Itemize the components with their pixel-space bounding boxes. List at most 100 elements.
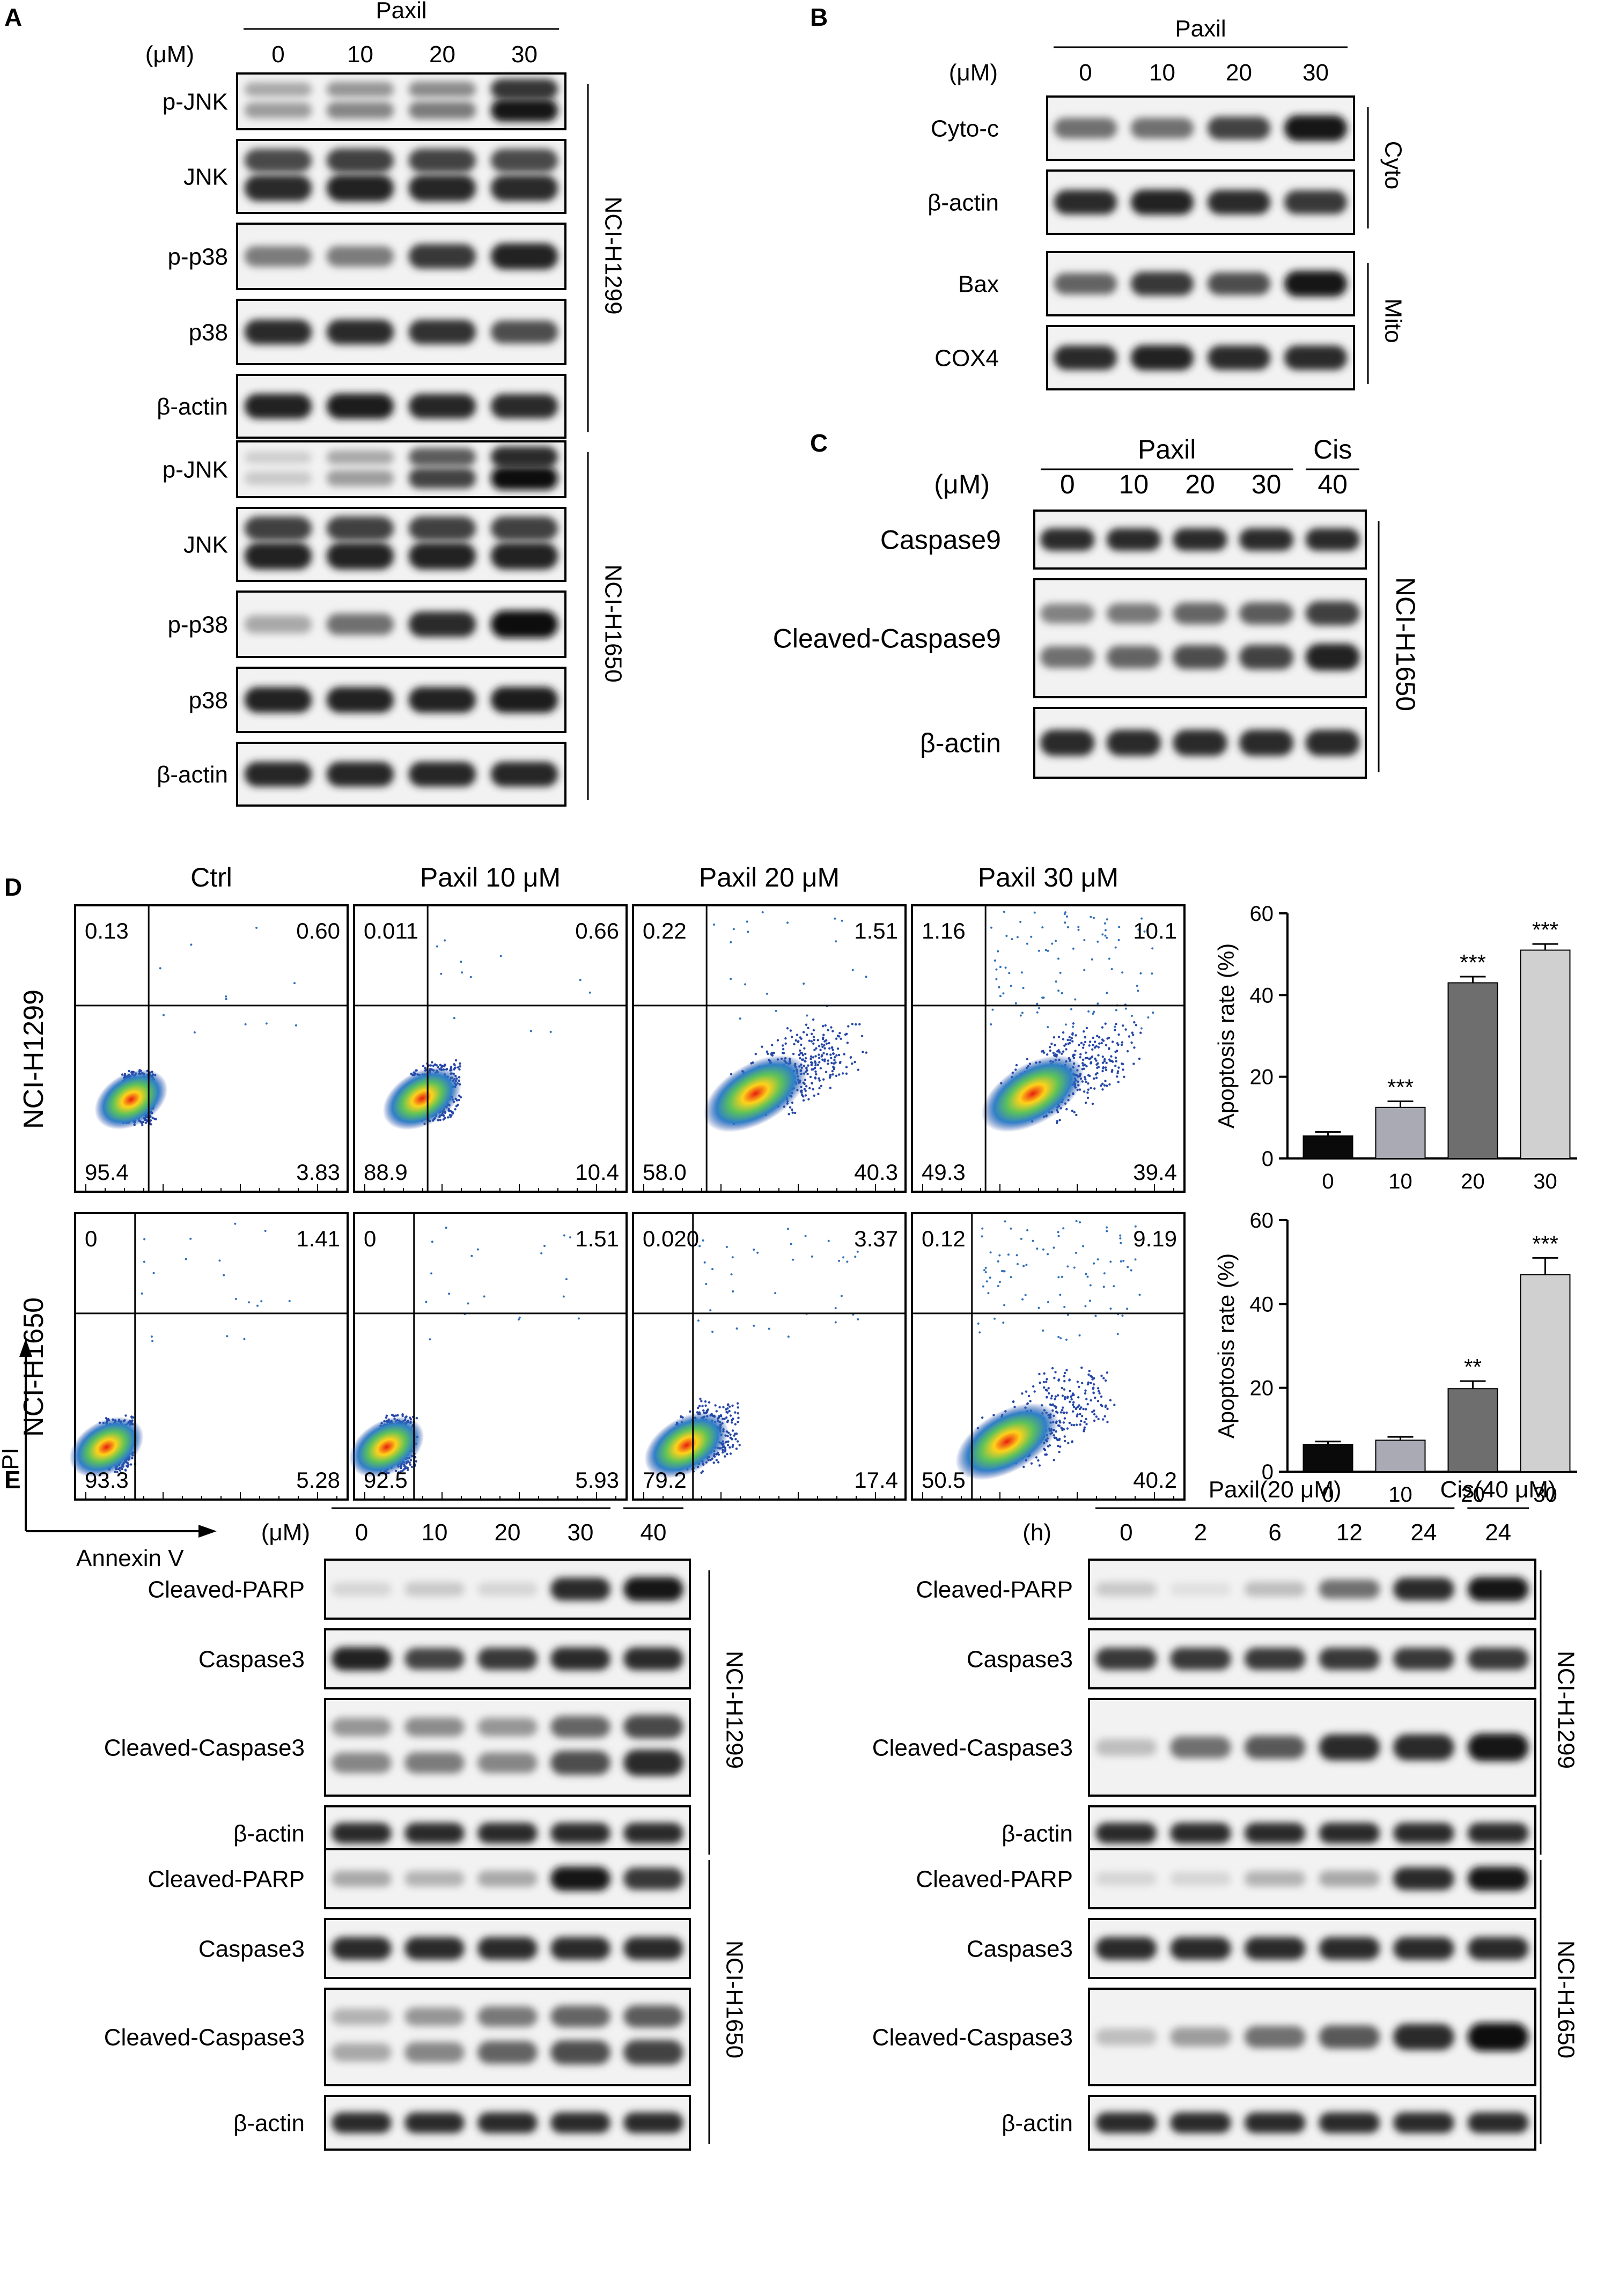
protein-label: Cleaved-PARP [916, 1576, 1073, 1603]
flow-event-dot [827, 1239, 830, 1242]
flow-event-dot [1091, 1102, 1094, 1105]
flow-event-dot [787, 1335, 790, 1338]
quadrant-value-upper-right: 1.41 [296, 1226, 340, 1251]
flow-event-dot [1082, 1407, 1085, 1411]
flow-event-dot [1102, 1418, 1105, 1421]
concentration-unit-label: (h) [1022, 1519, 1051, 1546]
flow-event-dot [1061, 1052, 1063, 1055]
lane-label: 30 [568, 1519, 594, 1546]
flow-event-dot [827, 1029, 829, 1032]
blot-band [1040, 729, 1095, 756]
blot-band [244, 394, 312, 419]
flow-event-dot [1040, 1050, 1043, 1053]
x-axis-label: Annexin V [76, 1545, 184, 1571]
flow-event-dot [1026, 1058, 1029, 1060]
flow-event-dot [1096, 1258, 1099, 1261]
flow-event-dot [834, 1307, 837, 1310]
lane-label: 0 [1120, 1519, 1132, 1546]
flow-event-dot [812, 1036, 815, 1038]
flow-event-dot [469, 976, 472, 978]
flow-event-dot [698, 1245, 701, 1247]
quadrant-value-lower-left: 95.4 [85, 1160, 129, 1185]
flow-event-dot [1079, 1221, 1081, 1224]
flow-density-cloud [704, 1055, 807, 1133]
flow-event-dot [1058, 1451, 1061, 1453]
flow-event-dot [1084, 1057, 1087, 1060]
flow-event-dot [1070, 1423, 1073, 1427]
protein-label: JNK [183, 164, 228, 190]
lane-label: 0 [1060, 469, 1075, 499]
flow-event-dot [995, 978, 998, 980]
flow-event-dot [1121, 1041, 1124, 1044]
blot-band [1467, 1822, 1529, 1844]
flow-event-dot [1032, 1239, 1034, 1242]
flow-event-dot [425, 1301, 428, 1303]
significance-marker: *** [1387, 1074, 1414, 1099]
flow-event-dot [832, 1052, 835, 1055]
blot-band [1305, 729, 1360, 756]
flow-event-dot [753, 1249, 755, 1251]
flow-event-dot [775, 1009, 777, 1012]
flow-event-dot [1070, 1395, 1072, 1398]
flow-event-dot [1113, 1285, 1115, 1288]
flow-event-dot [1016, 1263, 1019, 1265]
flow-event-dot [1092, 1387, 1095, 1390]
flow-event-dot [812, 1056, 815, 1059]
flow-event-dot [264, 1229, 267, 1232]
blot-membrane [1033, 578, 1367, 698]
flow-event-dot [1152, 1012, 1154, 1014]
flow-event-dot [226, 1335, 229, 1338]
lane-label: 0 [355, 1519, 368, 1546]
blot-band [490, 610, 558, 638]
blot-membrane [1088, 1559, 1536, 1620]
flow-event-dot [1008, 972, 1011, 974]
blot-band [1319, 1579, 1380, 1599]
flow-event-dot [816, 1064, 820, 1066]
flow-event-dot [823, 1044, 826, 1047]
flow-event-dot [984, 1271, 987, 1274]
lane-label: 30 [511, 41, 538, 68]
flow-event-dot [735, 1447, 738, 1450]
x-tick-label: 10 [1388, 1483, 1412, 1507]
flow-event-dot [1090, 1399, 1092, 1402]
flow-event-dot [1080, 1420, 1083, 1422]
flow-event-dot [1151, 972, 1153, 975]
flow-event-dot [1015, 1064, 1018, 1067]
flow-event-dot [796, 1033, 799, 1036]
flow-event-dot [994, 1317, 996, 1320]
blot-band [332, 1937, 392, 1960]
flow-event-dot [736, 1402, 739, 1405]
blot-band [1095, 2112, 1157, 2133]
treatment-group-label: Cis [1313, 434, 1352, 464]
flow-event-dot [1057, 1335, 1060, 1338]
flow-event-dot [1097, 1054, 1100, 1057]
cell-line-label: NCI-H1299 [18, 990, 49, 1129]
flow-event-dot [1083, 1030, 1085, 1033]
flow-event-dot [1086, 1383, 1090, 1386]
flow-event-dot [838, 1061, 842, 1065]
flow-event-dot [736, 1440, 739, 1443]
flow-event-dot [1084, 1051, 1087, 1054]
flow-event-dot [817, 1092, 820, 1095]
flow-event-dot [1120, 1242, 1122, 1244]
flow-event-dot [815, 1047, 818, 1050]
bar-chart: 0 20 40 60 Apoptosis rate (%) 0 10 *** 20 *** 30 **… [1213, 902, 1577, 1193]
blot-band [1040, 528, 1095, 551]
flow-event-dot [449, 1110, 452, 1112]
flow-event-dot [453, 1017, 455, 1020]
flow-event-dot [453, 1063, 455, 1066]
flow-event-dot [1079, 1423, 1081, 1426]
flow-event-dot [1058, 1051, 1061, 1054]
flow-event-dot [1064, 1439, 1066, 1443]
blot-band [326, 450, 394, 464]
flow-event-dot [444, 1117, 446, 1119]
flow-event-dot [1074, 998, 1077, 1001]
flow-event-dot [766, 1050, 769, 1053]
flow-event-dot [801, 1054, 805, 1057]
flow-event-dot [737, 1421, 739, 1423]
flow-event-dot [1027, 1394, 1031, 1398]
bar [1447, 1388, 1498, 1472]
flow-event-dot [1136, 985, 1138, 987]
flow-plot-frame [632, 904, 907, 1193]
flow-event-dot [1096, 1066, 1099, 1069]
